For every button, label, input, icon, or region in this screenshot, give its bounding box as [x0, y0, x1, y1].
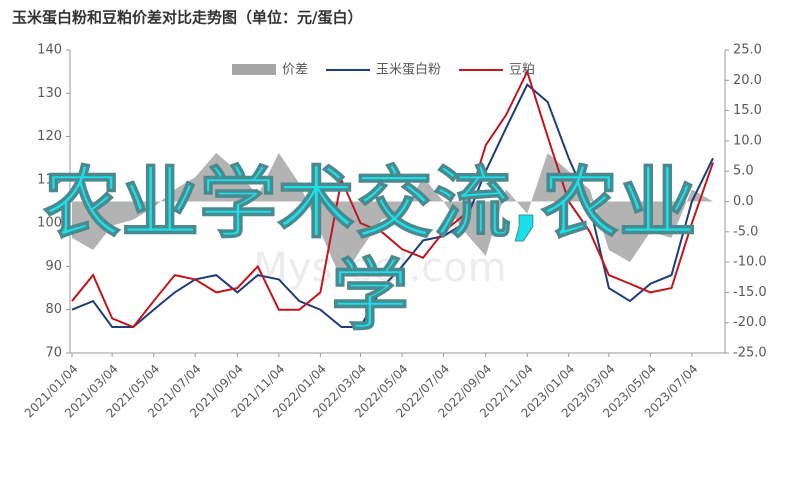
legend-label: 豆粕	[509, 63, 535, 78]
y2-tick-label: 20.0	[733, 73, 762, 88]
y-tick-label: 130	[37, 86, 62, 101]
line	[71, 83, 714, 329]
chart-title: 玉米蛋白粉和豆粕价差对比走势图（单位：元/蛋白）	[12, 9, 362, 27]
y2-tick-label: 25.0	[733, 43, 762, 58]
y2-tick-label: -10.0	[733, 255, 767, 270]
y-tick-label: 80	[45, 302, 62, 317]
y-tick-label: 110	[37, 172, 62, 187]
line	[71, 68, 714, 329]
y2-tick-label: -5.0	[733, 224, 758, 239]
y-tick-label: 90	[45, 259, 62, 274]
y-tick-label: 100	[37, 216, 62, 231]
y-tick-label: 120	[37, 129, 62, 144]
y2-tick-label: -25.0	[733, 346, 767, 361]
y2-tick-label: 15.0	[733, 103, 762, 118]
y2-tick-label: 5.0	[733, 164, 754, 179]
area	[72, 153, 713, 281]
y-tick-label: 140	[37, 43, 62, 58]
watermark: Mysteel.com	[253, 245, 506, 291]
legend-swatch	[232, 64, 276, 75]
y-tick-label: 70	[45, 346, 62, 361]
y2-tick-label: -20.0	[733, 315, 767, 330]
y2-tick-label: 0.0	[733, 194, 754, 209]
legend-label: 价差	[282, 63, 308, 78]
y2-tick-label: -15.0	[733, 285, 767, 300]
y2-tick-label: 10.0	[733, 133, 762, 148]
legend-label: 玉米蛋白粉	[376, 62, 441, 78]
